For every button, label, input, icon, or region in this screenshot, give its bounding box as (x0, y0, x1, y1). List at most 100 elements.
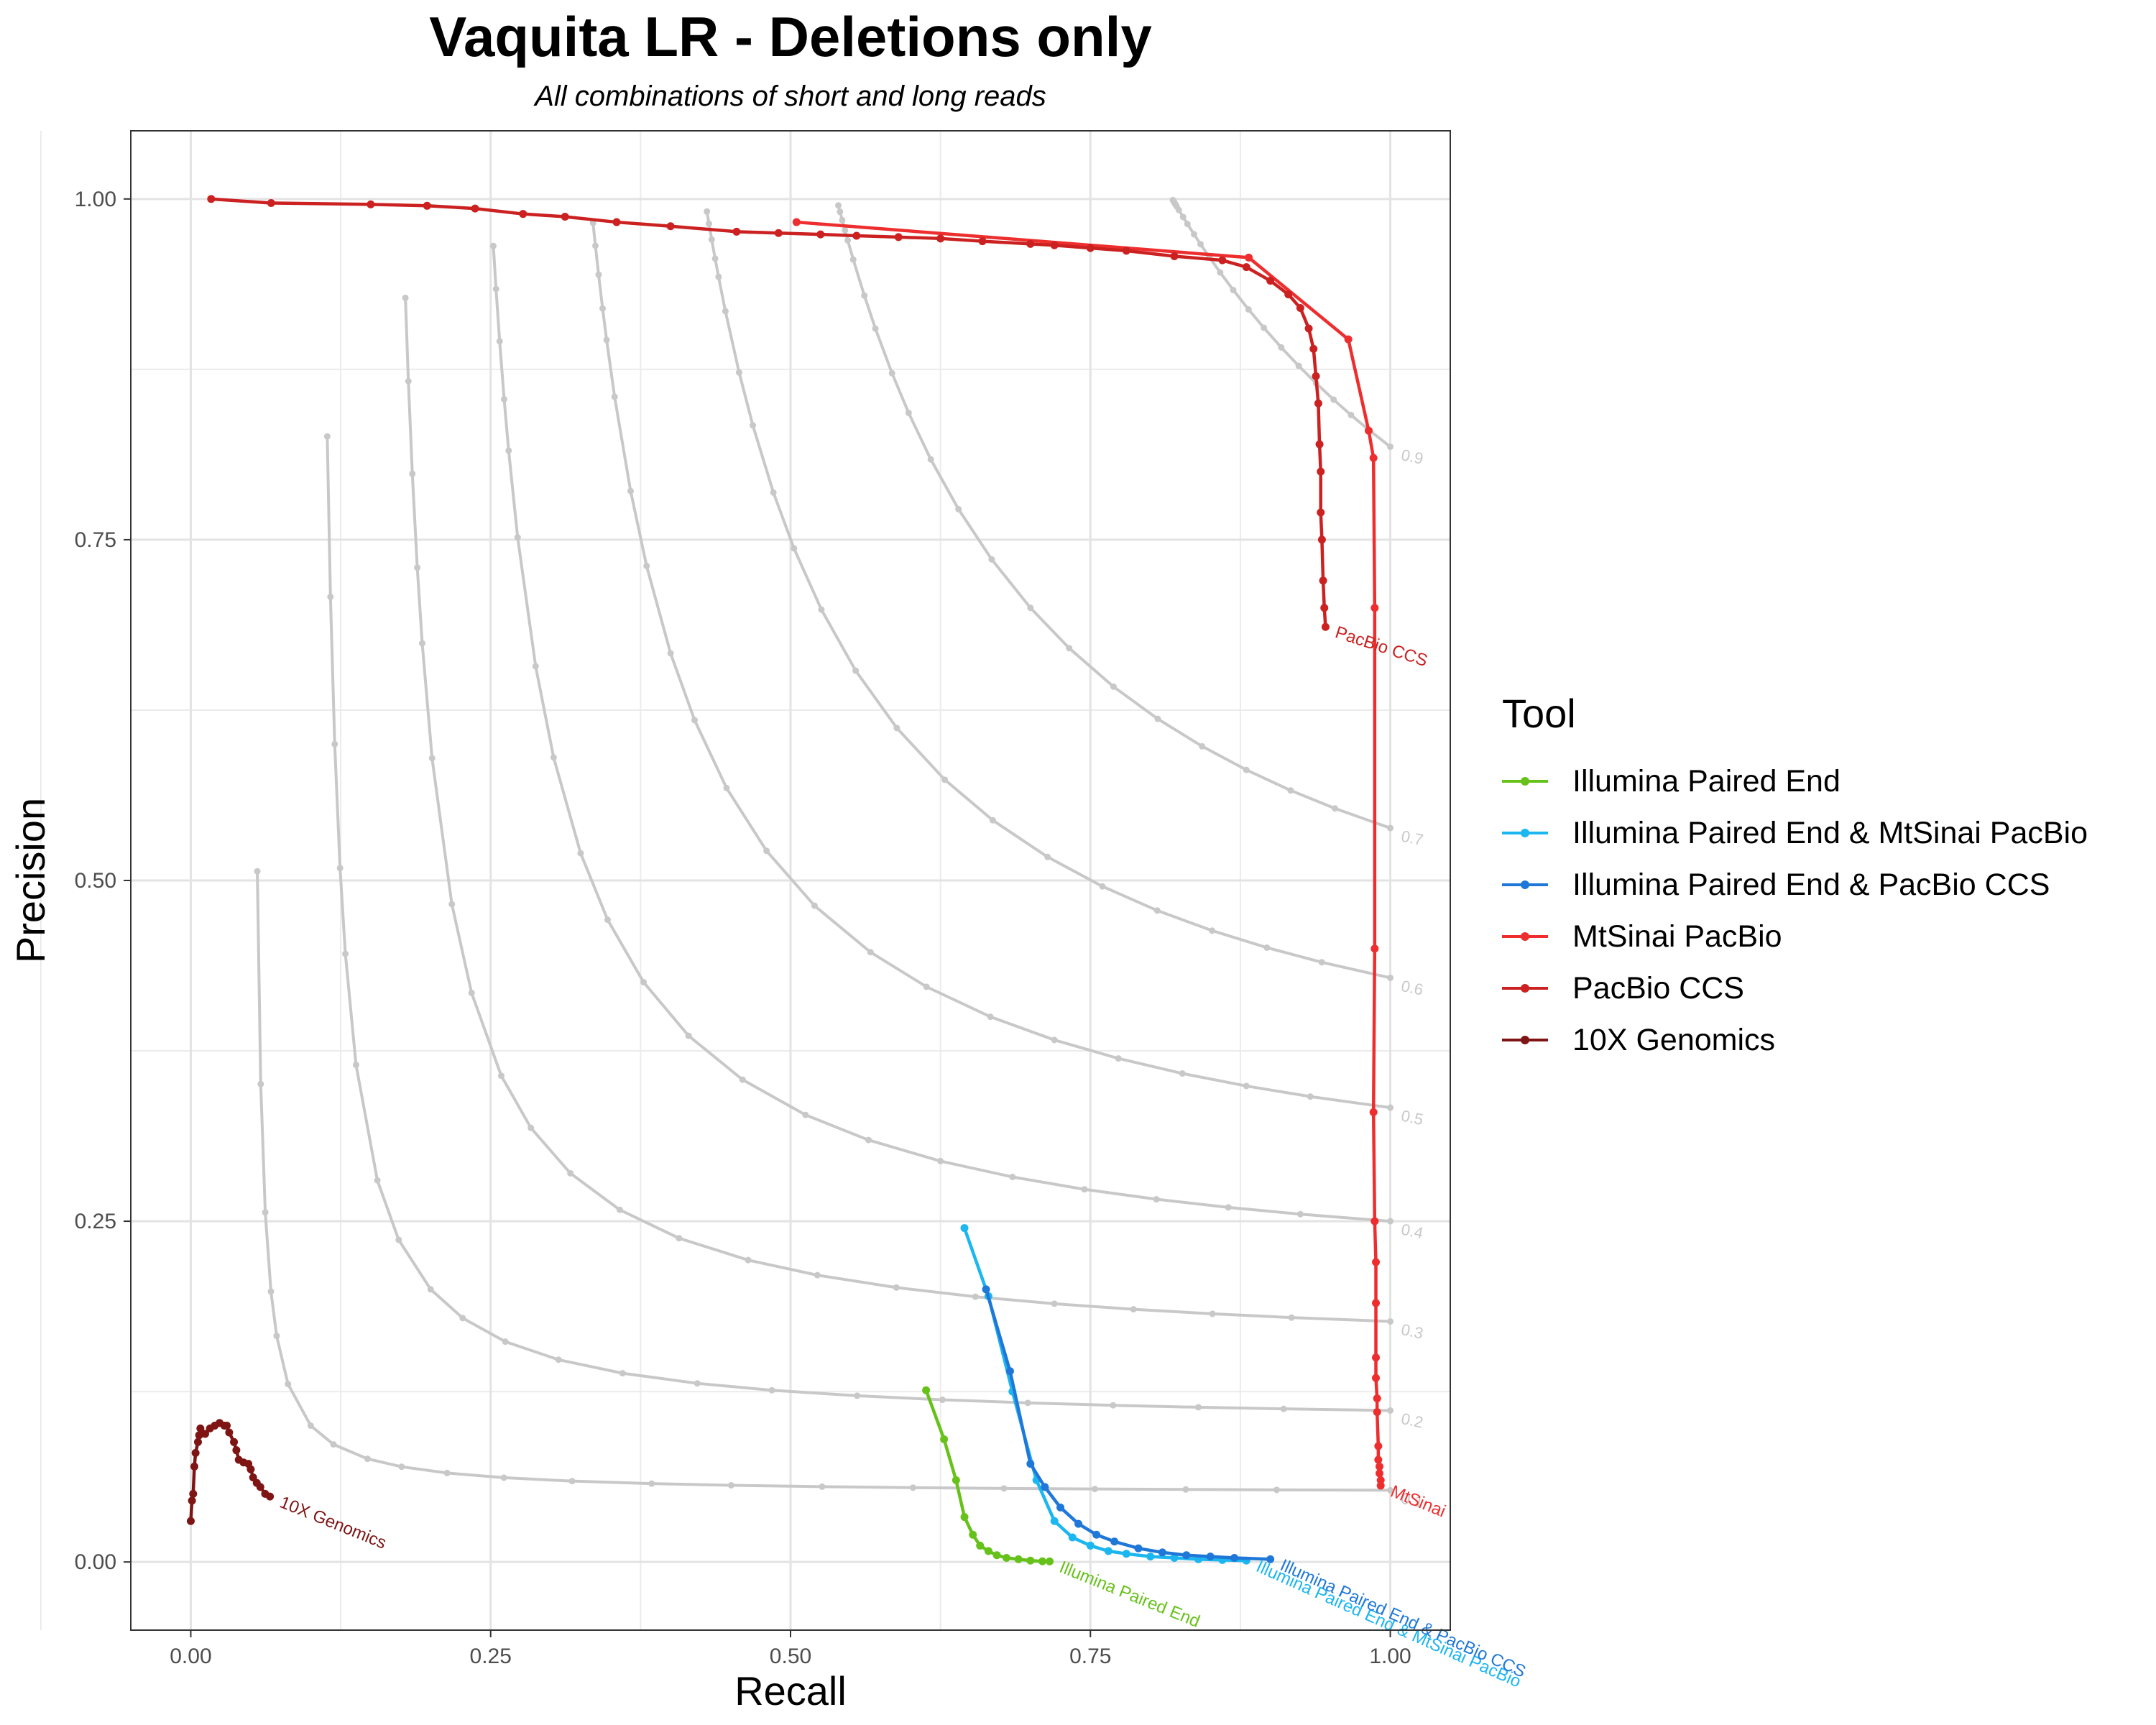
f-score-contour-point (685, 1032, 692, 1039)
series-point (1122, 1550, 1130, 1558)
series-point (922, 1386, 931, 1394)
legend-item: Illumina Paired End (1502, 755, 2088, 807)
f-score-contour-point (839, 216, 846, 224)
series-line (984, 1289, 1271, 1561)
f-score-contour-point (814, 1271, 821, 1279)
f-score-contour-point (267, 1288, 275, 1295)
f-score-contour-line (326, 436, 1391, 1412)
series-point (1376, 1476, 1385, 1484)
f-score-contour-label: 0.6 (1400, 977, 1425, 999)
series-point (195, 1431, 203, 1440)
f-score-contour-point (711, 255, 719, 262)
f-score-contour-line (1171, 199, 1391, 448)
series-point (1376, 1481, 1385, 1490)
legend: Tool Illumina Paired End Illumina Paired … (1502, 690, 2088, 1066)
series-point (196, 1424, 205, 1432)
legend-label: Illumina Paired End & MtSinai PacBio (1572, 815, 2088, 850)
f-score-contour-point (867, 949, 874, 956)
f-score-contour-point (254, 868, 261, 875)
f-score-contour-point (1261, 324, 1268, 331)
f-score-contour-point (528, 1124, 535, 1131)
f-score-contour-point (1295, 362, 1302, 369)
f-score-contour-point (667, 650, 674, 657)
f-score-contour-point (604, 916, 611, 924)
f-score-contour: 0.2 (323, 433, 1425, 1432)
f-score-contour-point (735, 369, 742, 376)
series-line (211, 197, 1327, 627)
legend-item: Illumina Paired End & MtSinai PacBio (1502, 807, 2088, 859)
y-axis-label: Precision (8, 798, 53, 963)
f-score-contour-point (555, 1356, 562, 1363)
f-score-contour-line (492, 246, 1391, 1223)
legend-key-dot (1521, 880, 1529, 889)
f-score-contour-label: 0.4 (1400, 1220, 1425, 1243)
series-point (1086, 244, 1095, 252)
f-score-contour-point (927, 456, 934, 463)
f-score-contour-point (941, 776, 949, 783)
axes: 0.00 0.25 0.50 0.75 1.00 0.00 0.25 0.50 0.75 1.00 (75, 188, 1411, 1668)
series-end-label: Illumina Paired End (1056, 1558, 1202, 1632)
f-score-contour-point (1197, 241, 1204, 248)
x-tick-label: 0.00 (170, 1644, 211, 1668)
f-score-contour-point (398, 1463, 405, 1471)
series-point (1369, 1108, 1378, 1116)
series-point (816, 230, 825, 239)
series-point (1315, 440, 1324, 448)
f-score-contour-point (1273, 1486, 1280, 1494)
f-score-contour-point (273, 1333, 280, 1340)
f-score-contour-line (404, 298, 1391, 1323)
series-point (1170, 252, 1179, 260)
series-point (1370, 604, 1379, 612)
f-score-contour: 0.4 (489, 242, 1425, 1243)
f-score-contour-point (723, 784, 730, 791)
series-point (1110, 1537, 1119, 1546)
f-score-contour-point (336, 865, 344, 872)
series-point (1312, 372, 1320, 380)
series-point (1314, 399, 1322, 408)
series-point (960, 1513, 969, 1522)
series-point (1317, 535, 1326, 544)
series-point (1284, 290, 1293, 299)
f-score-contour-point (972, 1293, 979, 1300)
series-point (1374, 1455, 1383, 1464)
f-score-contour-point (1387, 1318, 1394, 1325)
f-score-contour-point (1000, 1485, 1008, 1492)
series-point (267, 199, 275, 208)
f-score-contour-point (750, 422, 757, 429)
f-score-contour-point (1153, 907, 1161, 914)
series-point (1050, 241, 1059, 249)
f-score-contour-point (591, 242, 599, 249)
f-score-contour-point (818, 606, 825, 613)
f-score-contour-point (1179, 213, 1187, 221)
f-score-contour-point (331, 740, 338, 748)
series-point (247, 1465, 255, 1473)
f-score-contour-point (352, 1062, 359, 1069)
y-tick-label: 0.25 (75, 1210, 116, 1233)
f-score-contour-point (1245, 306, 1252, 313)
f-score-contour-line (705, 211, 1391, 980)
series-point (1218, 256, 1227, 264)
y-tick-label: 1.00 (75, 188, 116, 211)
f-score-contour-point (501, 395, 508, 402)
f-score-contour-point (1182, 1486, 1189, 1493)
f-score-contour-point (842, 226, 849, 234)
f-score-contour-point (1263, 944, 1271, 951)
series-point (471, 204, 479, 213)
f-score-contour-point (1099, 883, 1106, 890)
legend-title: Tool (1502, 691, 1576, 736)
f-score-contour-point (599, 305, 607, 312)
f-score-contour-label: 0.9 (1400, 446, 1425, 468)
series-point (256, 1483, 264, 1491)
f-score-contour-point (1194, 1404, 1202, 1411)
f-score-contour-point (1154, 715, 1161, 722)
series-point (1170, 1553, 1179, 1562)
f-score-contour-point (1387, 1104, 1394, 1111)
series-point (1092, 1530, 1101, 1539)
series-point (1026, 239, 1035, 248)
f-score-contour-point (1051, 1036, 1058, 1044)
series-point (1266, 1555, 1275, 1563)
f-score-contour-point (1051, 1300, 1058, 1307)
f-score-contour-point (502, 1338, 509, 1346)
legend-key-dot (1521, 932, 1529, 941)
f-score-contour-point (364, 1455, 371, 1463)
